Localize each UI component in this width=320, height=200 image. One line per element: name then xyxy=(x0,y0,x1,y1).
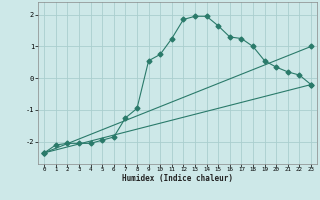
X-axis label: Humidex (Indice chaleur): Humidex (Indice chaleur) xyxy=(122,174,233,183)
